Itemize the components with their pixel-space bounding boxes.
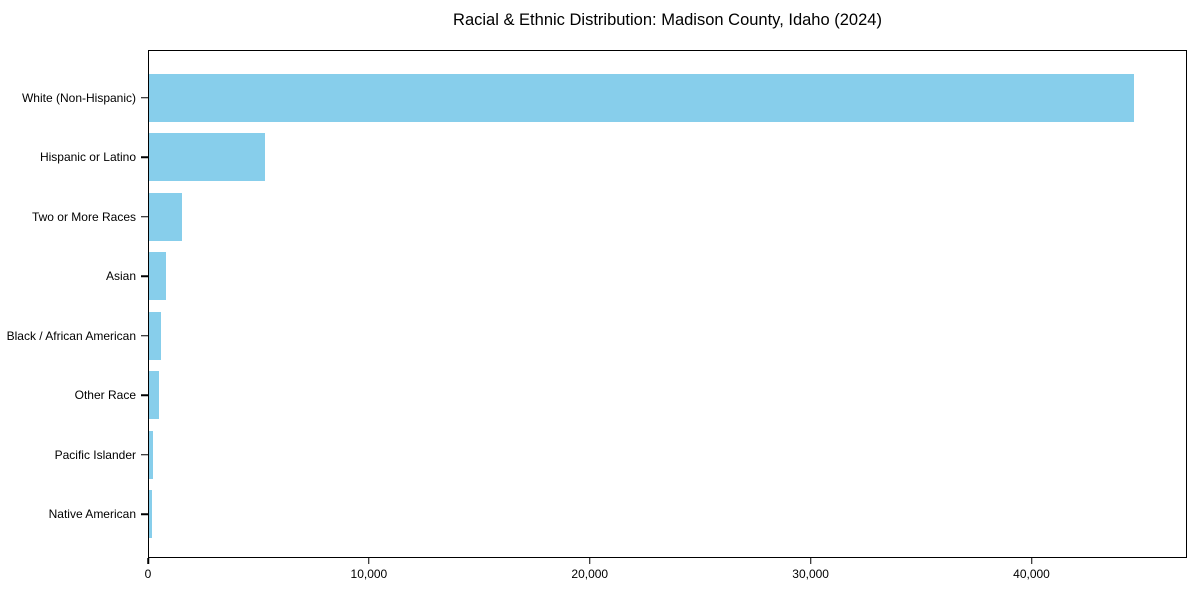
y-axis-tick <box>140 513 148 515</box>
x-axis-tick-label: 10,000 <box>350 567 388 581</box>
chart-title: Racial & Ethnic Distribution: Madison Co… <box>453 11 882 29</box>
bar-row: Pacific Islander <box>55 425 1186 485</box>
x-axis: 0 10,000 20,000 30,000 40,000 <box>144 558 1187 594</box>
x-axis-tick <box>1030 558 1033 564</box>
x-axis-tick-label: 30,000 <box>792 567 829 581</box>
bar-row: Other Race <box>75 366 1186 426</box>
bar <box>149 252 167 301</box>
bar-row: Two or More Races <box>32 187 1186 247</box>
x-axis-tick <box>809 558 812 564</box>
category-label: Asian <box>105 269 136 284</box>
category-label: Black / African American <box>6 328 136 343</box>
x-axis-tick-label: 0 <box>144 567 152 581</box>
bar <box>149 73 1135 122</box>
category-label: Pacific Islander <box>54 447 136 462</box>
plot-area: White (Non-Hispanic) Hispanic or Latino Tw… <box>7 50 1187 558</box>
bar-row: Hispanic or Latino <box>40 128 1186 188</box>
bar-row: White (Non-Hispanic) <box>22 68 1186 128</box>
bar <box>149 490 152 539</box>
category-label: Native American <box>48 507 136 522</box>
y-axis-tick <box>140 454 148 456</box>
bar <box>149 192 183 241</box>
bar-row: Black / African American <box>7 306 1186 366</box>
x-axis-tick <box>147 558 149 564</box>
bar <box>149 371 160 420</box>
x-axis-tick <box>368 558 370 564</box>
y-axis-tick <box>140 394 148 396</box>
category-label: Hispanic or Latino <box>39 150 136 165</box>
bar-row: Native American <box>49 485 1186 545</box>
y-axis-tick <box>140 275 148 277</box>
y-axis-tick <box>140 335 148 337</box>
x-axis-tick <box>589 558 591 564</box>
y-axis-tick <box>140 97 148 99</box>
bar <box>149 430 153 479</box>
y-axis-tick <box>140 156 148 158</box>
x-axis-tick-label: 20,000 <box>571 567 609 581</box>
bar-row: Asian <box>106 247 1186 307</box>
bar <box>149 311 162 360</box>
bar <box>149 133 265 182</box>
category-label: Two or More Races <box>31 209 136 224</box>
category-label: Other Race <box>74 388 136 403</box>
x-axis-tick-label: 40,000 <box>1013 567 1050 581</box>
y-axis-tick <box>140 216 148 218</box>
category-label: White (Non-Hispanic) <box>21 90 136 105</box>
